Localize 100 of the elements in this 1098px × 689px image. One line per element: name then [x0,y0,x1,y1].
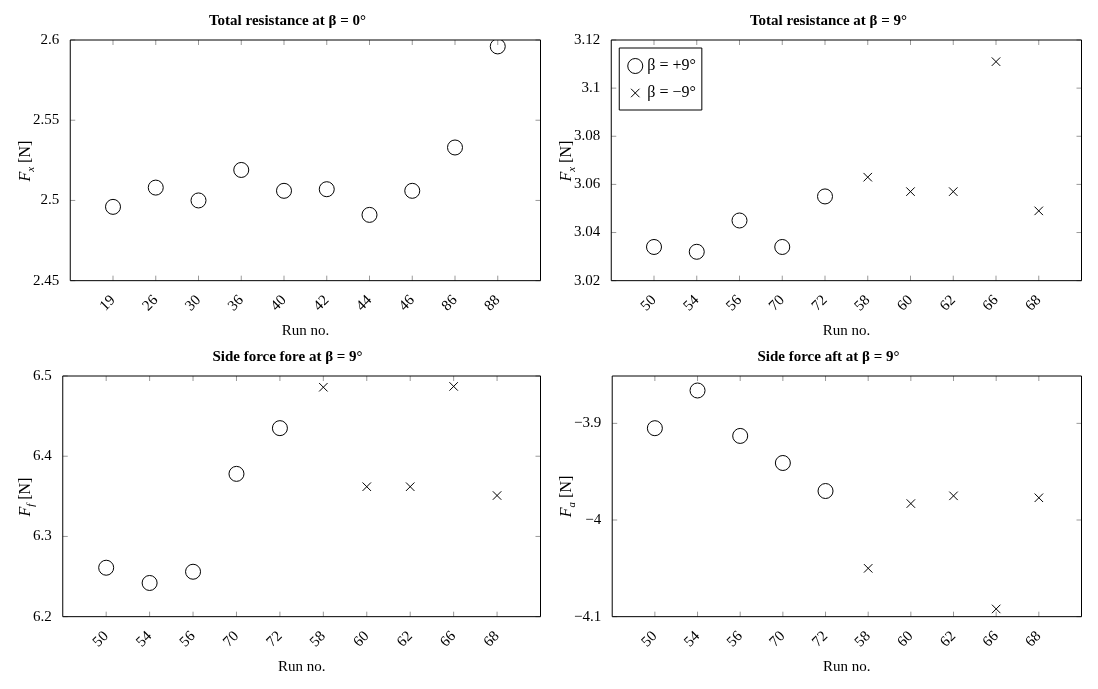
x-axis-title: Run no. [281,321,330,338]
x-tick-label: 60 [893,291,916,314]
x-tick-label: 60 [893,627,916,650]
x-tick-label: 42 [309,291,332,314]
x-tick-label: 70 [219,627,242,650]
x-tick-label: 66 [436,627,459,650]
point [948,186,958,197]
x-tick-label: 56 [722,291,745,314]
chart-title: Side force fore at β = 9° [212,347,363,364]
y-tick-label: 2.45 [33,271,60,288]
x-tick-label: 66 [979,627,1002,650]
point [906,498,916,509]
point [688,243,705,260]
y-tick-label: 2.5 [40,191,60,208]
x-tick-label: 30 [181,291,204,314]
x-tick-label: 68 [1021,291,1044,314]
point [991,604,1001,614]
point [489,40,506,55]
point [731,212,748,229]
point [863,172,873,182]
x-tick-label: 88 [480,291,503,314]
point [448,381,459,392]
point [361,206,378,223]
y-tick-label: 3.1 [581,79,601,96]
y-tick-label: −4.1 [573,607,602,624]
x-tick-label: 66 [978,291,1002,314]
chart-title: Total resistance at β = 9° [749,11,908,28]
x-tick-label: 72 [262,627,285,650]
point [817,483,834,500]
point [646,238,662,255]
point [105,198,121,215]
x-tick-label: 26 [138,291,162,314]
y-tick-label: 6.2 [33,607,52,624]
point [817,188,833,205]
x-axis-title: Run no. [822,321,871,338]
point [404,182,421,199]
x-tick-label: 56 [176,627,199,650]
x-axis-title: Run no. [823,657,871,674]
chart-title: Side force aft at β = 9° [757,347,900,364]
x-tick-label: 50 [89,627,112,650]
y-tick-label: −4 [585,510,602,527]
x-tick-label: 44 [352,291,375,314]
y-tick-label: 6.3 [33,527,52,544]
x-tick-label: 68 [480,627,502,650]
y-tick-label: 3.08 [574,127,601,144]
x-tick-label: 60 [349,627,372,650]
x-tick-label: 70 [765,627,788,650]
x-tick-label: 50 [637,627,660,650]
y-tick-label: 2.6 [40,30,60,47]
point [447,139,463,156]
point [362,481,372,492]
x-tick-label: 19 [95,291,118,314]
y-tick-label: 3.06 [574,175,601,192]
y-tick-label: −3.9 [573,414,602,431]
x-tick-label: 58 [850,291,873,314]
x-tick-label: 54 [680,627,703,650]
point [98,559,115,576]
point [948,491,959,501]
x-tick-label: 54 [679,291,703,314]
point [732,427,749,444]
point [1034,493,1044,503]
chart-title: Total resistance at β = 0° [208,11,367,28]
x-tick-label: 40 [266,291,289,314]
point [147,179,164,196]
x-tick-label: 70 [765,291,788,314]
y-axis-title: Fx [N] [16,140,36,183]
x-tick-label: 62 [393,627,416,650]
x-tick-label: 36 [224,291,247,314]
point [271,420,288,437]
point [492,490,502,501]
x-axis-title: Run no. [277,657,326,674]
y-axis-title: Fa [N] [557,475,577,519]
point [276,182,292,199]
x-tick-label: 62 [936,291,959,314]
x-tick-label: 54 [132,627,155,650]
x-tick-label: 50 [636,291,659,314]
point [689,382,706,399]
y-tick-label: 3.12 [574,30,601,47]
y-axis-title: Ff [N] [16,477,36,518]
x-tick-label: 46 [395,291,418,314]
point [190,192,207,209]
y-tick-label: 6.4 [33,447,53,464]
point [185,563,202,580]
y-tick-label: 6.5 [33,366,52,383]
point [141,574,158,591]
point [991,56,1001,67]
y-tick-label: 3.02 [574,271,601,288]
x-tick-label: 62 [936,627,959,650]
point [774,238,791,255]
point [905,186,916,197]
point [233,161,250,178]
point [863,563,873,574]
legend-label: β = +9° [647,56,696,75]
x-tick-label: 72 [808,627,831,650]
x-tick-label: 68 [1021,627,1044,650]
x-tick-label: 86 [437,291,461,314]
legend-label: β = −9° [647,83,696,102]
x-tick-label: 56 [723,627,746,650]
point [1034,206,1044,216]
x-tick-label: 58 [851,627,874,650]
